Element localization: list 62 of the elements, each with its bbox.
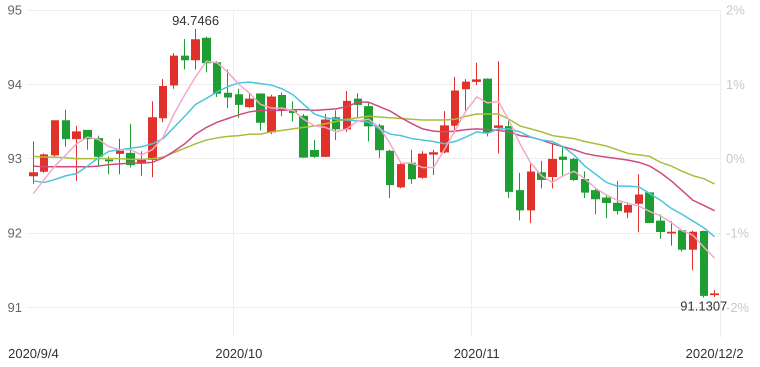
candlestick xyxy=(645,192,654,224)
candlestick xyxy=(516,172,524,221)
candlestick xyxy=(418,150,427,180)
candlestick xyxy=(72,125,81,182)
line-series xyxy=(32,113,716,185)
annotation: 94.7466 xyxy=(172,12,220,28)
candlestick xyxy=(505,118,513,199)
line-series xyxy=(32,81,716,238)
line-series xyxy=(32,60,716,259)
candlestick xyxy=(581,170,589,199)
candlestick xyxy=(570,157,578,182)
candlestick xyxy=(559,146,567,176)
candlestick xyxy=(51,120,59,157)
y-tick-label: 94 xyxy=(8,76,22,92)
candlestick xyxy=(170,52,178,90)
y-tick-label: 91 xyxy=(8,300,22,315)
candlestick xyxy=(548,143,557,189)
candlestick xyxy=(700,230,708,298)
candlestick xyxy=(191,28,200,70)
candlestick xyxy=(159,78,167,123)
candlestick xyxy=(472,62,481,86)
candlestick xyxy=(602,194,611,219)
candlestick xyxy=(613,180,622,215)
candlestick xyxy=(116,138,124,175)
candlestick xyxy=(483,78,492,137)
candlestick xyxy=(494,60,503,154)
candlestick xyxy=(235,88,243,118)
candlestick xyxy=(310,140,319,158)
x-tick-label: 2020/9/4 xyxy=(8,346,59,361)
candlestick xyxy=(321,114,330,158)
candlestick xyxy=(29,141,38,184)
y-tick-label: 93 xyxy=(8,151,22,166)
candlestick xyxy=(408,149,416,184)
candlestick xyxy=(429,149,438,176)
candlestick xyxy=(202,36,211,73)
annotation: 91.1307 xyxy=(680,298,728,314)
y-tick-label: 92 xyxy=(8,225,22,240)
candlestick xyxy=(105,156,113,175)
candlestick xyxy=(667,220,676,246)
candlestick xyxy=(278,92,286,117)
candlestick xyxy=(689,230,697,271)
candlestick xyxy=(710,290,719,298)
candlestick xyxy=(624,202,632,219)
candlestick xyxy=(451,76,459,134)
candlestick xyxy=(245,92,254,109)
x-tick-label: 2020/12/2 xyxy=(686,346,744,361)
line-series xyxy=(32,101,716,212)
candlestick xyxy=(591,188,600,215)
candlestick xyxy=(462,78,470,111)
candlestick xyxy=(299,114,308,158)
candlestick xyxy=(527,162,535,224)
candlestick xyxy=(181,38,189,70)
x-tick-label: 2020/10 xyxy=(215,346,262,361)
candlestick xyxy=(224,68,232,109)
x-tick-label: 2020/11 xyxy=(454,346,500,361)
candlestick xyxy=(397,162,405,189)
candlestick xyxy=(62,109,70,148)
candlestick xyxy=(635,174,643,233)
candlestick xyxy=(678,230,686,252)
y-tick-label: 95 xyxy=(8,2,22,18)
candlestick xyxy=(386,149,394,199)
candlestick xyxy=(656,214,665,240)
